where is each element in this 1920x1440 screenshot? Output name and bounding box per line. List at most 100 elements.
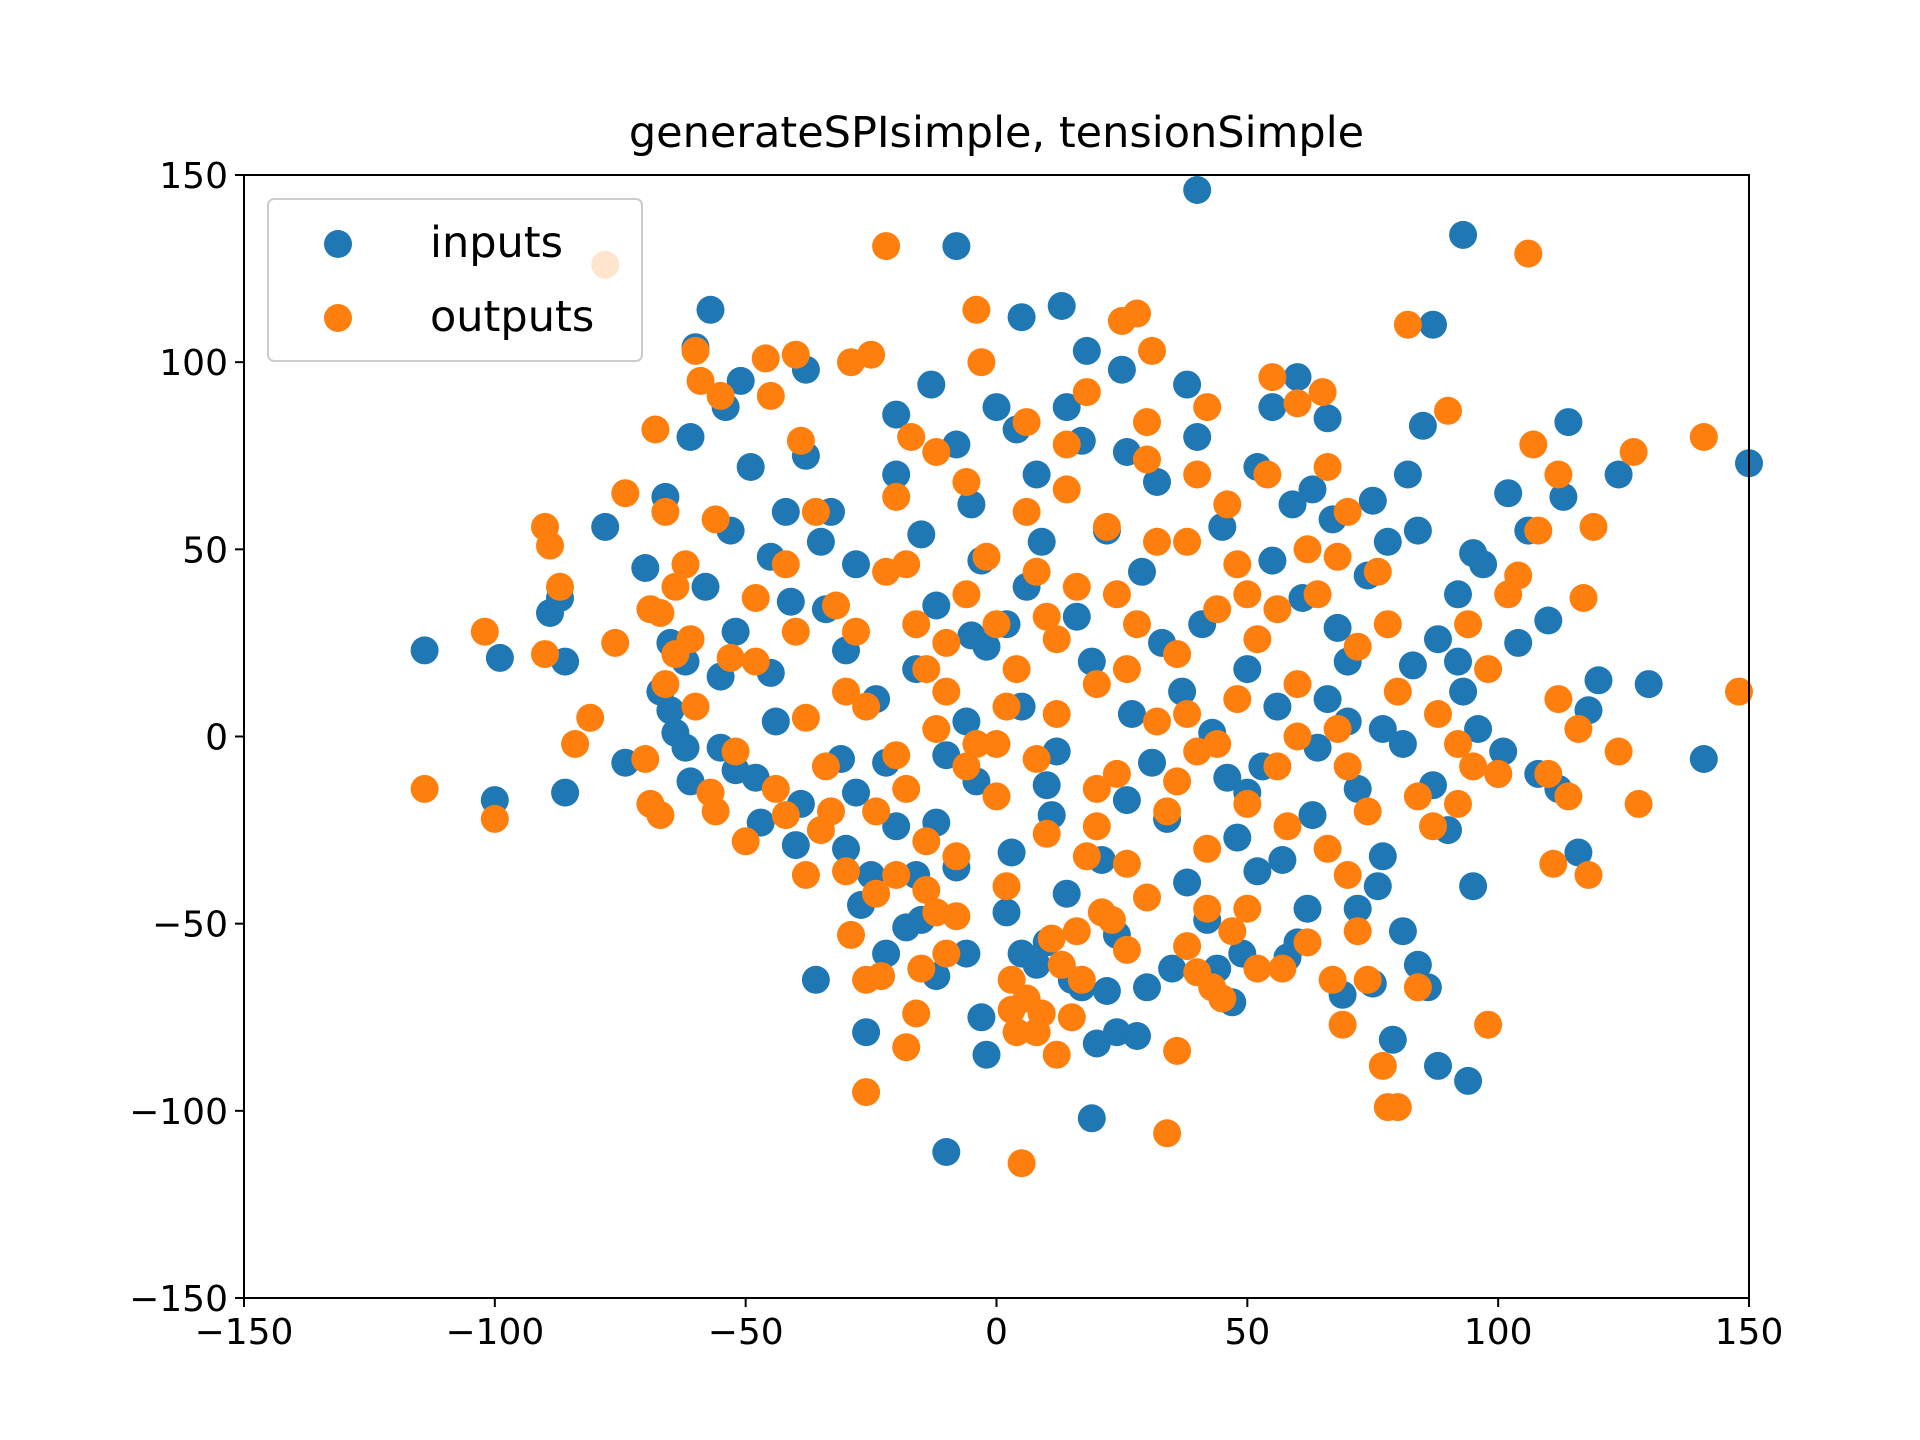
point-outputs-181 [1213,490,1242,519]
point-outputs-125 [1604,737,1633,766]
point-outputs-164 [832,857,860,886]
point-inputs-49 [972,1040,1001,1069]
point-outputs-224 [1313,453,1342,481]
point-inputs-16 [676,423,705,451]
point-inputs-156 [952,707,981,736]
axes-frame [243,174,1750,1299]
point-outputs-86 [1208,984,1237,1013]
point-inputs-53 [1007,303,1036,332]
point-outputs-195 [1042,700,1071,728]
point-outputs-217 [661,572,690,601]
point-inputs-69 [1183,176,1212,204]
point-outputs-114 [1519,430,1548,459]
point-outputs-144 [1102,759,1131,788]
point-inputs-104 [1549,482,1578,511]
point-outputs-57 [952,752,981,781]
point-outputs-81 [1153,1119,1182,1148]
point-inputs-38 [872,939,901,968]
point-outputs-93 [1293,928,1322,957]
point-inputs-34 [842,778,870,807]
point-inputs-76 [1283,363,1312,392]
point-inputs-213 [1459,539,1488,568]
legend-marker-outputs [324,304,352,332]
point-outputs-229 [912,655,941,684]
point-outputs-140 [1022,745,1051,773]
point-outputs-7 [561,730,590,758]
point-outputs-228 [882,741,911,770]
point-outputs-152 [1263,752,1292,781]
point-outputs-1 [470,617,499,646]
point-inputs-162 [1313,685,1342,714]
point-inputs-64 [1107,355,1136,384]
point-outputs-212 [1012,408,1041,437]
point-inputs-170 [1062,602,1091,631]
point-outputs-226 [1062,917,1091,946]
point-outputs-225 [932,939,961,968]
point-outputs-102 [1383,1093,1412,1122]
point-outputs-183 [1253,460,1282,489]
point-outputs-49 [897,423,926,451]
point-outputs-46 [872,232,901,261]
ticks-layer: −150 −100 −50 0 50 100 150 −150 −100 −50 0 50 100 150 [129,156,1783,1353]
point-outputs-138 [982,610,1011,639]
point-outputs-26 [701,797,730,826]
point-outputs-89 [1243,954,1272,983]
point-outputs-63 [1002,1018,1031,1047]
point-outputs-0 [410,774,439,803]
point-inputs-74 [1258,393,1287,422]
point-inputs-182 [992,898,1021,927]
point-outputs-32 [756,381,785,410]
point-inputs-60 [1077,1104,1106,1133]
point-inputs-136 [1258,546,1287,575]
point-outputs-58 [962,295,991,324]
point-outputs-60 [982,730,1011,758]
point-outputs-15 [641,415,670,444]
point-inputs-66 [1133,973,1161,1002]
point-outputs-96 [1328,1010,1357,1039]
point-outputs-38 [822,591,850,620]
point-outputs-39 [837,920,865,949]
point-inputs-196 [1449,677,1478,706]
point-outputs-106 [1434,396,1462,425]
point-inputs-62 [1092,977,1121,1005]
point-outputs-139 [1002,655,1031,684]
legend-label-outputs: outputs [430,292,594,342]
point-outputs-211 [892,550,921,579]
point-outputs-204 [1143,527,1171,556]
point-outputs-171 [1012,497,1041,526]
point-inputs-206 [1052,393,1081,422]
point-inputs-59 [1072,336,1101,365]
point-outputs-188 [1353,797,1382,826]
point-outputs-209 [1454,610,1483,639]
point-outputs-220 [832,677,860,706]
point-outputs-199 [1283,722,1312,751]
point-inputs-78 [1313,404,1342,433]
point-outputs-123 [1574,861,1603,889]
point-inputs-210 [1298,475,1327,504]
point-outputs-115 [1524,516,1553,545]
point-outputs-68 [1037,924,1066,953]
point-outputs-141 [1042,625,1071,654]
point-outputs-201 [962,730,991,758]
point-outputs-196 [1102,580,1131,609]
point-outputs-48 [892,1033,921,1062]
point-inputs-85 [1393,460,1422,489]
point-outputs-95 [1318,965,1347,994]
point-outputs-105 [1419,812,1447,841]
point-outputs-169 [972,542,1001,571]
point-outputs-70 [1047,950,1076,979]
legend-label-inputs: inputs [430,218,563,268]
point-inputs-190 [1138,748,1166,777]
point-inputs-211 [1358,486,1387,515]
point-inputs-149 [1298,801,1327,830]
point-outputs-130 [761,774,790,803]
point-inputs-144 [1052,879,1081,908]
point-inputs-42 [917,370,946,399]
point-outputs-33 [771,801,800,830]
point-outputs-156 [1343,632,1372,661]
point-outputs-210 [811,752,840,781]
point-outputs-180 [1193,834,1222,863]
point-outputs-100 [1368,1051,1397,1080]
point-outputs-97 [1333,861,1362,889]
